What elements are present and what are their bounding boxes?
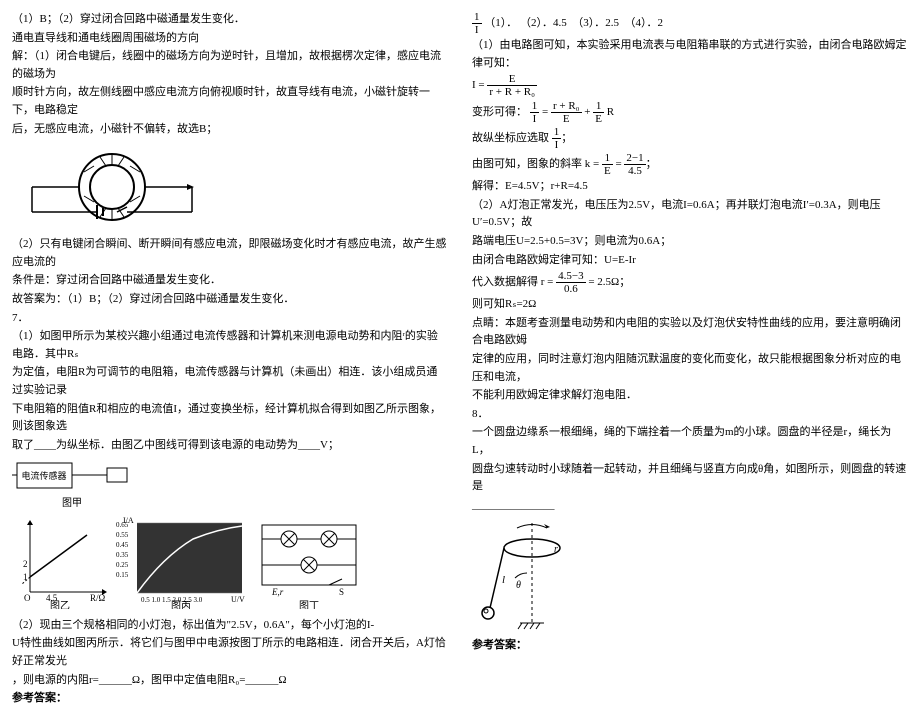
text-line: 代入数据解得 r = 4.5−30.6 = 2.5Ω； bbox=[472, 270, 908, 295]
svg-text:0.25: 0.25 bbox=[116, 561, 129, 569]
svg-text:E,r: E,r bbox=[271, 587, 284, 597]
text-line: （1）如图甲所示为某校兴趣小组通过电流传感器和计算机来测电源电动势和内阻ʳ的实验… bbox=[12, 328, 448, 363]
chart-label: 图乙 bbox=[50, 600, 70, 609]
text-line: （2）只有电键闭合瞬间、断开瞬间有感应电流，即限磁场变化时才有感应电流，故产生感… bbox=[12, 236, 448, 271]
text-line: 由图可知，图象的斜率 k = 1E = 2−14.5； bbox=[472, 152, 908, 177]
text-line: 路端电压U=2.5+0.5=3V；则电流为0.6A； bbox=[472, 233, 908, 251]
svg-text:0.15: 0.15 bbox=[116, 571, 129, 579]
sensor-circuit-figure: 电流传感器 图甲 bbox=[12, 458, 448, 513]
coil-circuit-figure bbox=[12, 142, 448, 232]
text-line: 后，无感应电流，小磁针不偏转，故选B； bbox=[12, 121, 448, 139]
text-line: 不能利用欧姆定律求解灯泡电阻． bbox=[472, 387, 908, 405]
text-line: 为定值，电阻R为可调节的电阻箱，电流传感器与计算机（未画出）相连．该小组成员通过… bbox=[12, 364, 448, 399]
text-line: （2）现由三个规格相同的小灯泡，标出值为"2.5V，0.6A"，每个小灯泡的I- bbox=[12, 617, 448, 635]
axis-label: I/A bbox=[123, 517, 134, 525]
text-line: 圆盘匀速转动时小球随着一起转动，并且细绳与竖直方向成θ角，如图所示，则圆盘的转速… bbox=[472, 461, 908, 496]
text-line: 下电阻箱的阻值R和相应的电流值I，通过变换坐标，经计算机拟合得到如图乙所示图象，… bbox=[12, 401, 448, 436]
svg-text:O: O bbox=[24, 593, 31, 603]
text-line: （2）A灯泡正常发光，电压压为2.5V，电流I=0.6A；再并联灯泡电流I′=0… bbox=[472, 197, 908, 232]
text-line: 条件是：穿过闭合回路中磁通量发生变化． bbox=[12, 272, 448, 290]
equation: I = Er + R + R₀ bbox=[472, 73, 908, 98]
text-line: 点睛：本题考查测量电动势和内电阻的实验以及灯泡伏安特性曲线的应用，要注意明确闭合… bbox=[472, 315, 908, 350]
text-line: U特性曲线如图丙所示．将它们与图甲中电源按图丁所示的电路相连．闭合开关后，A灯恰… bbox=[12, 635, 448, 670]
question-number: 7． bbox=[12, 310, 448, 328]
svg-text:0.45: 0.45 bbox=[116, 541, 129, 549]
chart-label: 图甲 bbox=[62, 497, 82, 509]
charts-row: 2 1 O 4.5 R/Ω 图乙 0.65 bbox=[12, 517, 448, 616]
text-line: 一个圆盘边缘系一根细绳，绳的下端拴着一个质量为m的小球。圆盘的半径是r，绳长为L… bbox=[472, 424, 908, 459]
text-line: 通电直导线和通电线圈周围磁场的方向 bbox=[12, 30, 448, 48]
svg-text:0.55: 0.55 bbox=[116, 531, 129, 539]
svg-text:2: 2 bbox=[23, 559, 28, 569]
text-line: 故纵坐标应选取 1I； bbox=[472, 126, 908, 151]
chart-label: 图丁 bbox=[299, 600, 319, 609]
right-column: 1I （1）． （2）．4.5 （3）．2.5 （4）．2 （1）由电路图可知，… bbox=[460, 0, 920, 651]
svg-text:r: r bbox=[554, 544, 558, 555]
text-line: 故答案为：（1）B；（2）穿过闭合回路中磁通量发生变化． bbox=[12, 291, 448, 309]
text-line: 解得：E=4.5V；r+R=4.5 bbox=[472, 178, 908, 196]
answer-label: 参考答案： bbox=[12, 690, 448, 708]
text-line: （1）由电路图可知，本实验采用电流表与电阻箱串联的方式进行实验，由闭合电路欧姆定… bbox=[472, 37, 908, 72]
text-line: 则可知Rₛ=2Ω bbox=[472, 296, 908, 314]
text-line: 解：（1）闭合电键后，线圈中的磁场方向为逆时针，且增加，故根据楞次定律，感应电流… bbox=[12, 48, 448, 83]
svg-text:电流传感器: 电流传感器 bbox=[21, 470, 66, 481]
answer-label: 参考答案： bbox=[472, 637, 908, 655]
svg-text:1: 1 bbox=[23, 572, 28, 582]
text-line: 定律的应用，同时注意灯泡内阻随沉默温度的变化而变化，故只能根据图象分析对应的电压… bbox=[472, 351, 908, 386]
chart-bing: 0.65 0.55 0.45 0.35 0.25 0.15 I/A 0.5 1.… bbox=[113, 517, 248, 616]
text-line: 顺时针方向，故左侧线圈中感应电流方向俯视顺时针，故直导线有电流，小磁针旋转一下，… bbox=[12, 84, 448, 119]
conical-pendulum-figure: r l θ bbox=[472, 518, 908, 633]
chart-label: 图丙 bbox=[171, 600, 191, 609]
answer-line: 1I （1）． （2）．4.5 （3）．2.5 （4）．2 bbox=[472, 11, 908, 36]
text-line: 取了____为纵坐标．由图乙中图线可得到该电源的电动势为____V； bbox=[12, 437, 448, 455]
svg-text:U/V: U/V bbox=[231, 595, 245, 604]
svg-text:0.35: 0.35 bbox=[116, 551, 129, 559]
chart-yi: 2 1 O 4.5 R/Ω 图乙 bbox=[12, 517, 107, 616]
text-line: 变形可得： 1I = r + R₀E + 1E R bbox=[472, 100, 908, 125]
text-line: （1）B；（2）穿过闭合回路中磁通量发生变化． bbox=[12, 11, 448, 29]
svg-text:θ: θ bbox=[516, 580, 521, 591]
text-line: ，则电源的内阻r=______Ω，图甲中定值电阻R₀=______Ω bbox=[12, 672, 448, 690]
chart-ding: E,r S 图丁 bbox=[254, 517, 364, 616]
axis-label: R/Ω bbox=[90, 593, 106, 603]
text-line: _______________ bbox=[472, 497, 908, 515]
svg-text:l: l bbox=[502, 574, 505, 586]
left-column: （1）B；（2）穿过闭合回路中磁通量发生变化． 通电直导线和通电线圈周围磁场的方… bbox=[0, 0, 460, 651]
svg-text:S: S bbox=[339, 587, 344, 597]
question-number: 8． bbox=[472, 406, 908, 424]
text-line: 由闭合电路欧姆定律可知：U=E-Ir bbox=[472, 252, 908, 270]
